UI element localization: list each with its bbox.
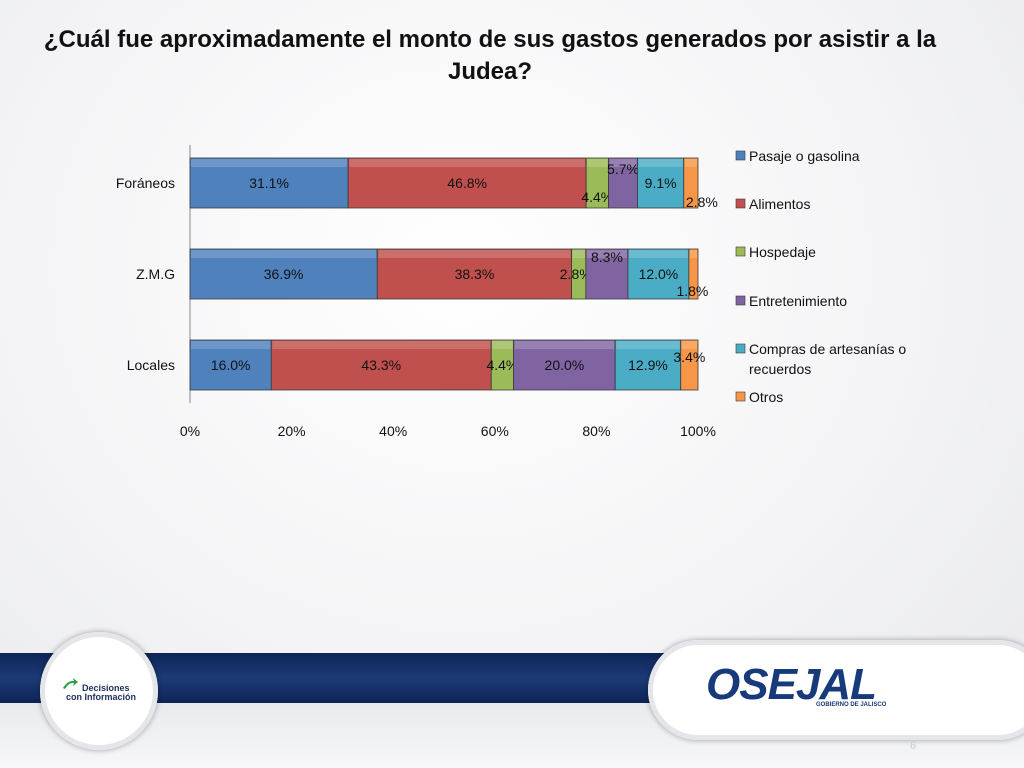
bar-segment: [513, 339, 616, 391]
green-arrow-icon: [63, 678, 78, 689]
bar-segment: [376, 248, 573, 300]
osejal-logo: OSEJAL: [706, 660, 877, 709]
bar-highlight: [514, 341, 615, 349]
bar-segment: [680, 339, 699, 391]
bar-highlight: [681, 341, 697, 349]
legend-label: Hospedaje: [749, 244, 816, 260]
data-label: 4.4%: [581, 189, 613, 205]
bar-highlight: [609, 159, 637, 167]
legend-label: Compras de artesanías o: [749, 341, 906, 357]
bar-segment: [608, 157, 638, 209]
bar-highlight: [349, 159, 586, 167]
osejal-logo-subtitle: GOBIERNO DE JALISCO: [816, 702, 887, 708]
bar-highlight: [638, 159, 683, 167]
legend-label: Alimentos: [749, 196, 810, 212]
legend-label: Otros: [749, 389, 783, 405]
legend-swatch: [735, 246, 746, 257]
data-label: 46.8%: [447, 175, 487, 191]
osejal-logo-badge: [648, 640, 1024, 740]
data-label: 5.7%: [607, 161, 639, 177]
data-label: 3.4%: [673, 349, 705, 365]
bar-highlight: [378, 250, 571, 258]
left-logo-text-1: Decisiones: [82, 683, 130, 693]
bar-highlight: [616, 341, 680, 349]
legend-swatch: [735, 391, 746, 402]
x-tick-label: 0%: [180, 423, 200, 439]
slide-title: ¿Cuál fue aproximadamente el monto de su…: [0, 24, 980, 88]
bar-highlight: [572, 250, 585, 258]
bar-highlight: [492, 341, 513, 349]
bar-segment: [270, 339, 492, 391]
data-label: 16.0%: [211, 357, 251, 373]
data-label: 20.0%: [545, 357, 585, 373]
legend-swatch: [735, 295, 746, 306]
bar-highlight: [587, 159, 608, 167]
bar-segment: [683, 157, 699, 209]
bar-highlight: [191, 250, 377, 258]
data-label: 12.0%: [639, 266, 679, 282]
legend-label: Entretenimiento: [749, 293, 847, 309]
x-tick-label: 20%: [278, 423, 306, 439]
data-label: 12.9%: [628, 357, 668, 373]
data-label: 36.9%: [264, 266, 304, 282]
bar-segment: [614, 339, 682, 391]
data-label: 1.8%: [676, 283, 708, 299]
bar-highlight: [586, 250, 627, 258]
data-label: 31.1%: [249, 175, 289, 191]
x-tick-label: 100%: [680, 423, 716, 439]
bar-highlight: [628, 250, 688, 258]
data-label: 8.3%: [591, 249, 623, 265]
title-line-2: Judea?: [447, 58, 533, 85]
bar-segment: [627, 248, 690, 300]
bar-highlight: [689, 250, 697, 258]
stacked-bar-chart: 31.1% 46.8% 4.4% 5.7% 9.1% 2.8% Foráneos 36.9% 3…: [116, 145, 906, 439]
x-tick-label: 80%: [582, 423, 610, 439]
decisiones-logo-badge: [40, 632, 158, 750]
bar-segment: [637, 157, 685, 209]
bar-segment: [688, 248, 699, 300]
left-logo-text-2: con Información: [66, 692, 137, 702]
legend-swatch: [735, 198, 746, 209]
category-label: Z.M.G: [136, 266, 175, 282]
bar-segment: [189, 339, 272, 391]
x-tick-label: 40%: [379, 423, 407, 439]
legend-swatch: [735, 343, 746, 354]
data-label: 2.8%: [560, 266, 592, 282]
data-label: 43.3%: [361, 357, 401, 373]
page-number: 6: [910, 740, 917, 752]
bar-highlight: [191, 159, 348, 167]
category-label: Locales: [127, 357, 175, 373]
data-label: 38.3%: [455, 266, 495, 282]
x-tick-label: 60%: [481, 423, 509, 439]
bar-highlight: [191, 341, 271, 349]
legend-label: recuerdos: [749, 361, 811, 377]
legend-label: Pasaje o gasolina: [749, 148, 860, 164]
bar-highlight: [272, 341, 491, 349]
bar-highlight: [684, 159, 697, 167]
legend-swatch: [735, 150, 746, 161]
bar-segment: [347, 157, 587, 209]
title-line-1: ¿Cuál fue aproximadamente el monto de su…: [43, 26, 937, 53]
data-label: 4.4%: [486, 357, 518, 373]
data-label: 2.8%: [686, 194, 718, 210]
category-label: Foráneos: [116, 175, 175, 191]
data-label: 9.1%: [645, 175, 677, 191]
